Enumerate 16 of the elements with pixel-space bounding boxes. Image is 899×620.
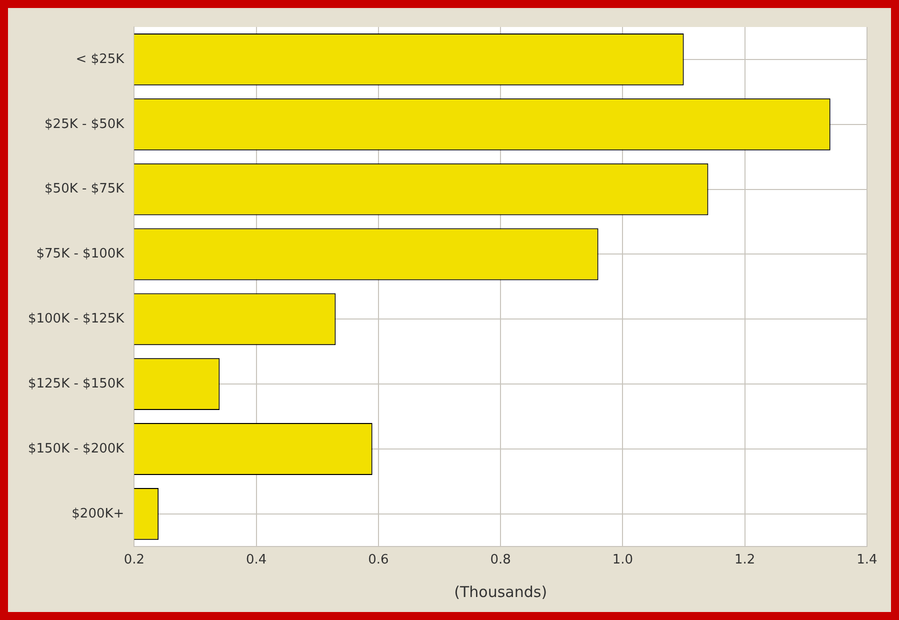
y-tick-label: < $25K bbox=[76, 52, 125, 67]
y-tick-label: $125K - $150K bbox=[28, 376, 125, 392]
y-tick-label: $75K - $100K bbox=[36, 246, 125, 262]
y-tick-label: $100K - $125K bbox=[28, 312, 125, 327]
x-tick-label: 1.4 bbox=[856, 552, 878, 568]
x-tick-label: 0.6 bbox=[368, 552, 389, 568]
x-tick-label: 1.0 bbox=[612, 552, 634, 568]
y-tick-label: $150K - $200K bbox=[28, 441, 125, 456]
x-axis-title: (Thousands) bbox=[454, 582, 548, 601]
x-tick-label: 0.4 bbox=[246, 552, 267, 568]
x-tick-label: 0.2 bbox=[124, 552, 145, 568]
y-tick-label: $50K - $75K bbox=[44, 182, 125, 197]
y-tick-label: $200K+ bbox=[72, 506, 124, 522]
x-tick-label: 0.8 bbox=[490, 552, 511, 568]
x-tick-label: 1.2 bbox=[734, 552, 756, 568]
y-tick-label: $25K - $50K bbox=[44, 116, 125, 132]
